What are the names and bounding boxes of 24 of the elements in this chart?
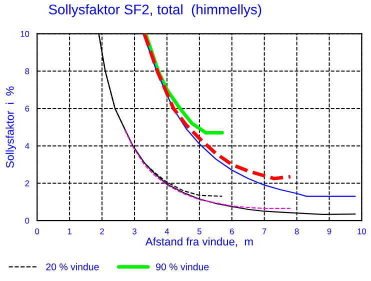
y-tick-label: 10 [20,30,30,37]
x-axis-title: Afstand fra vindue, m [145,237,253,247]
x-tick-label: 4 [164,228,170,234]
x-tick-label: 8 [294,228,299,234]
line-series [124,129,291,209]
x-tick-label: 0 [35,228,40,234]
x-tick-label: 1 [68,228,72,234]
y-tick-label: 2 [25,180,30,186]
y-tick-label: 0 [25,218,30,224]
y-axis-title: Sollysfaktor i % [6,86,16,168]
y-tick-label: 6 [25,106,30,112]
x-tick-label: 10 [358,228,366,234]
x-tick-label: 7 [262,228,266,234]
x-tick-label: 5 [197,228,202,234]
y-tick-label: 4 [25,143,30,149]
x-tick-label: 6 [230,228,234,234]
x-tick-label: 3 [132,228,136,234]
legend-label: 20 % vindue [46,263,99,270]
chart-title: Sollysfaktor SF2, total (himmellys) [48,4,262,18]
x-tick-label: 9 [327,228,332,234]
x-tick-label: 2 [100,228,104,234]
legend-label: 90 % vindue [156,263,209,270]
line-series [142,34,292,180]
y-tick-label: 8 [25,68,30,74]
